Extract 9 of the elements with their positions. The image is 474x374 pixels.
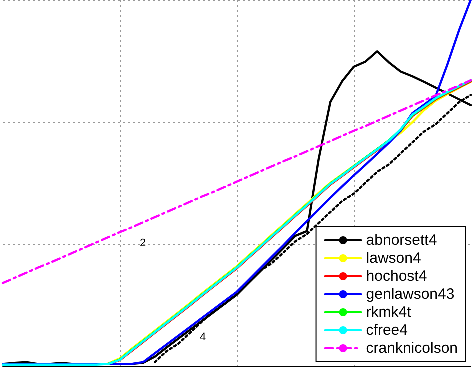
legend-label: lawson4 (366, 250, 422, 267)
annotation: 4 (200, 332, 206, 344)
legend-label: cranknicolson (366, 340, 458, 357)
legend-label: hochost4 (366, 268, 428, 285)
legend-label: abnorsett4 (366, 232, 438, 249)
legend-label: rkmk4t (366, 304, 412, 321)
legend-label: genlawson43 (366, 286, 455, 303)
legend-label: cfree4 (366, 322, 408, 339)
annotation: 2 (140, 238, 146, 250)
